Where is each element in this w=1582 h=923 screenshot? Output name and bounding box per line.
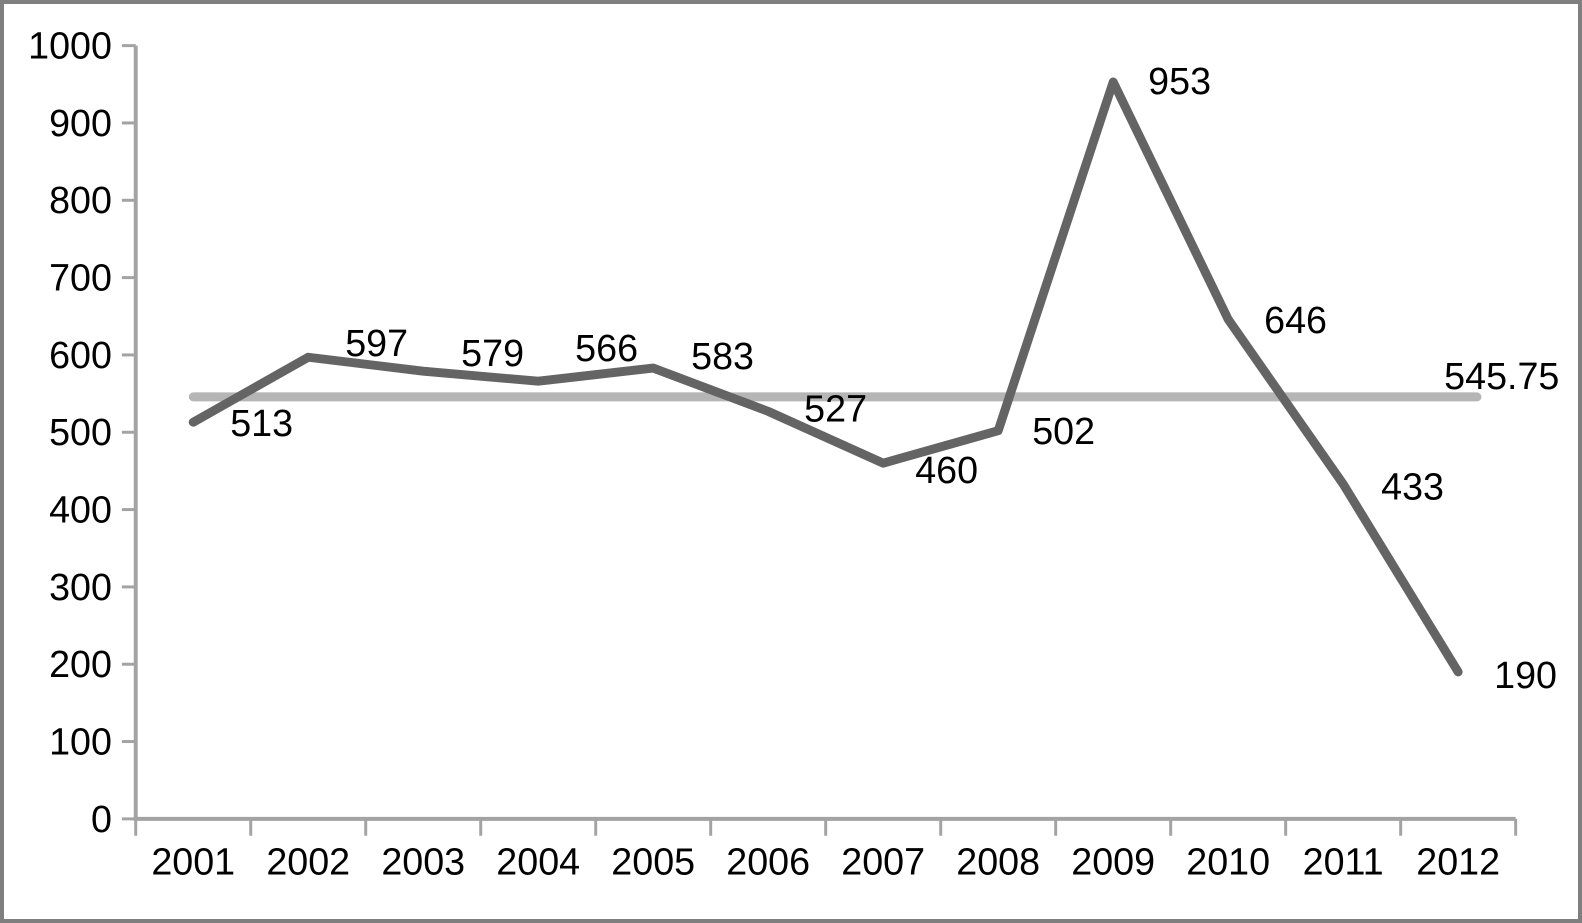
- x-axis-tick-label: 2006: [726, 840, 810, 882]
- x-axis-tick-label: 2010: [1186, 840, 1270, 882]
- x-axis-tick-label: 2008: [956, 840, 1040, 882]
- y-axis-tick-label: 500: [49, 411, 112, 453]
- data-point-label: 597: [345, 322, 408, 364]
- data-point-label: 433: [1381, 466, 1444, 508]
- data-point-label: 583: [691, 335, 754, 377]
- y-axis-tick-label: 900: [49, 102, 112, 144]
- data-point-label: 953: [1148, 60, 1211, 102]
- x-axis-tick-label: 2012: [1416, 840, 1500, 882]
- data-point-label: 579: [461, 332, 524, 374]
- line-chart: 0 100 200 300 400 500 600 700 800 900 1000 2001 2002…: [28, 25, 1559, 883]
- y-axis-tick-label: 700: [49, 256, 112, 298]
- y-axis-tick-label: 200: [49, 643, 112, 685]
- y-axis-tick-label: 300: [49, 566, 112, 608]
- y-axis-tick-label: 600: [49, 334, 112, 376]
- data-point-label: 460: [915, 449, 978, 491]
- x-axis-tick-label: 2007: [841, 840, 925, 882]
- data-point-label: 646: [1264, 299, 1327, 341]
- y-axis-tick-label: 0: [91, 798, 112, 840]
- x-axis-tick-label: 2001: [151, 840, 235, 882]
- y-axis-tick-label: 800: [49, 179, 112, 221]
- data-point-label: 502: [1032, 410, 1095, 452]
- x-axis-tick-label: 2011: [1303, 840, 1384, 882]
- x-axis-tick-label: 2004: [496, 840, 580, 882]
- average-line-label: 545.75: [1444, 355, 1559, 397]
- y-axis-tick-label: 400: [49, 488, 112, 530]
- data-point-label: 527: [804, 387, 867, 429]
- y-axis-tick-label: 1000: [28, 25, 112, 67]
- y-axis-tick-label: 100: [49, 720, 112, 762]
- data-point-label: 190: [1494, 654, 1557, 696]
- data-point-label: 566: [575, 327, 638, 369]
- x-axis-tick-label: 2002: [266, 840, 350, 882]
- x-axis-tick-label: 2009: [1071, 840, 1155, 882]
- data-point-label: 513: [230, 402, 293, 444]
- x-axis-tick-label: 2003: [381, 840, 465, 882]
- series-line: [188, 77, 1463, 677]
- x-axis-tick-label: 2005: [611, 840, 695, 882]
